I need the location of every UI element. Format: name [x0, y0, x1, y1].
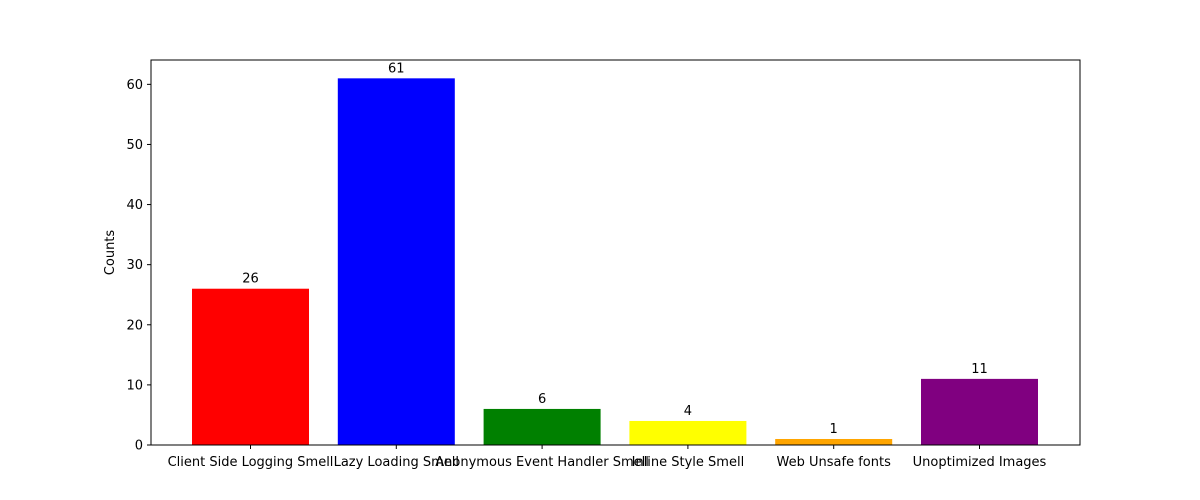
y-tick-label-30: 30 — [126, 258, 143, 273]
bar-web-unsafe-fonts — [775, 438, 893, 445]
plot-frame — [150, 59, 1081, 446]
x-tick-label-inline-style-smell: Inline Style Smell — [632, 455, 745, 470]
data-label-inline-style-smell: 4 — [684, 404, 692, 419]
data-label-anonymous-event-handler-smell: 6 — [538, 392, 546, 407]
bar-client-side-logging-smell — [192, 288, 309, 445]
x-tick-label-client-side-logging-smell: Client Side Logging Smell — [168, 455, 334, 470]
data-label-web-unsafe-fonts: 1 — [830, 422, 838, 437]
bar-inline-style-smell — [629, 420, 747, 445]
y-tick-label-60: 60 — [126, 78, 143, 93]
x-tick-label-anonymous-event-handler-smell: Anonymous Event Handler Smell — [435, 455, 649, 470]
y-tick-label-40: 40 — [126, 198, 143, 213]
y-axis: 0 10 20 30 40 50 60 — [126, 78, 151, 454]
x-axis: Client Side Logging Smell Lazy Loading Sm… — [168, 445, 1047, 470]
data-label-client-side-logging-smell: 26 — [242, 272, 259, 287]
data-label-unoptimized-images: 11 — [971, 362, 988, 377]
bars-group — [192, 78, 1038, 445]
y-tick-label-10: 10 — [126, 378, 143, 393]
y-tick-label-50: 50 — [126, 138, 143, 153]
bar-unoptimized-images — [921, 378, 1038, 445]
y-tick-label-20: 20 — [126, 318, 143, 333]
y-axis-label: Counts — [103, 230, 118, 276]
data-label-lazy-loading-smell: 61 — [388, 61, 405, 76]
y-tick-label-0: 0 — [135, 439, 143, 454]
x-tick-label-web-unsafe-fonts: Web Unsafe fonts — [777, 455, 892, 470]
bar-lazy-loading-smell — [337, 78, 455, 445]
x-tick-label-lazy-loading-smell: Lazy Loading Smell — [334, 455, 459, 470]
x-tick-label-unoptimized-images: Unoptimized Images — [913, 455, 1047, 470]
bar-anonymous-event-handler-smell — [483, 408, 601, 445]
